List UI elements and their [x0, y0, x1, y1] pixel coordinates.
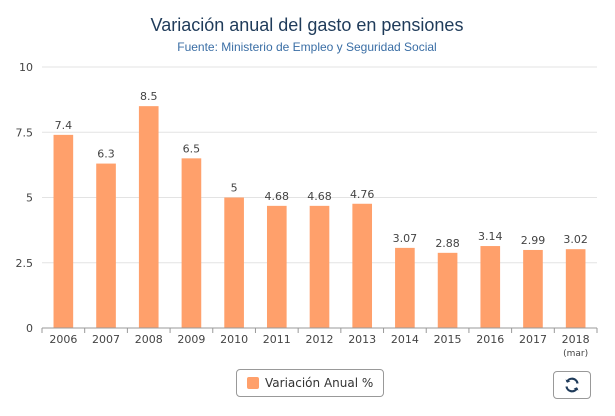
bar[interactable] [96, 163, 116, 328]
x-tick-sublabel: (mar) [563, 349, 588, 359]
bar[interactable] [480, 246, 501, 328]
data-label: 4.76 [350, 188, 375, 201]
data-label: 5 [231, 182, 238, 195]
bar[interactable] [395, 247, 415, 328]
bar[interactable] [181, 158, 202, 328]
x-tick-label: 2008 [135, 333, 163, 346]
data-label: 3.07 [393, 232, 418, 245]
bar[interactable] [352, 203, 373, 328]
axes: 0 2.5 5 7.5 10 2006 2007 2008 2009 2010 2011 2012 20… [16, 61, 598, 359]
data-label: 2.99 [521, 234, 546, 247]
data-label: 3.02 [563, 233, 588, 246]
data-labels: 7.4 6.3 8.5 6.5 5 4.68 4.68 4.76 3.07 2.88 3.14 2.9… [55, 90, 588, 250]
bar[interactable] [437, 252, 458, 328]
x-tick-label: 2009 [177, 333, 205, 346]
data-label: 4.68 [265, 190, 290, 203]
legend-swatch [247, 377, 259, 389]
y-tick-label: 10 [19, 61, 33, 74]
data-label: 4.68 [307, 190, 332, 203]
legend-label: Variación Anual % [265, 376, 374, 390]
x-tick-label: 2015 [434, 333, 462, 346]
data-label: 6.5 [183, 142, 201, 155]
x-tick-label: 2016 [476, 333, 504, 346]
x-tick-label: 2014 [391, 333, 419, 346]
data-label: 8.5 [140, 90, 158, 103]
refresh-button[interactable] [553, 371, 591, 399]
bar[interactable] [138, 106, 159, 329]
data-label: 6.3 [97, 148, 115, 161]
bar[interactable] [523, 249, 543, 328]
x-tick-label: 2017 [519, 333, 547, 346]
bar[interactable] [309, 205, 330, 328]
data-label: 7.4 [55, 119, 73, 132]
bars [53, 106, 586, 329]
x-tick-label: 2012 [306, 333, 334, 346]
x-tick-label: 2006 [49, 333, 77, 346]
y-tick-label: 7.5 [16, 126, 34, 139]
legend[interactable]: Variación Anual % [236, 369, 385, 397]
bar[interactable] [565, 249, 586, 328]
y-tick-label: 0 [26, 322, 33, 335]
bar[interactable] [224, 197, 244, 329]
x-tick-label: 2007 [92, 333, 120, 346]
x-tick-label: 2011 [263, 333, 291, 346]
data-label: 2.88 [435, 237, 460, 250]
x-tick-label: 2013 [348, 333, 376, 346]
x-tick-label: 2010 [220, 333, 248, 346]
bar[interactable] [53, 134, 74, 328]
data-label: 3.14 [478, 230, 503, 243]
bar[interactable] [266, 205, 287, 328]
refresh-icon [565, 377, 579, 393]
y-tick-label: 5 [26, 192, 33, 205]
chart-title: Variación anual del gasto en pensiones [151, 15, 464, 35]
x-tick-label: 2018 [562, 333, 590, 346]
y-tick-label: 2.5 [16, 257, 34, 270]
chart-subtitle: Fuente: Ministerio de Empleo y Seguridad… [177, 40, 436, 54]
